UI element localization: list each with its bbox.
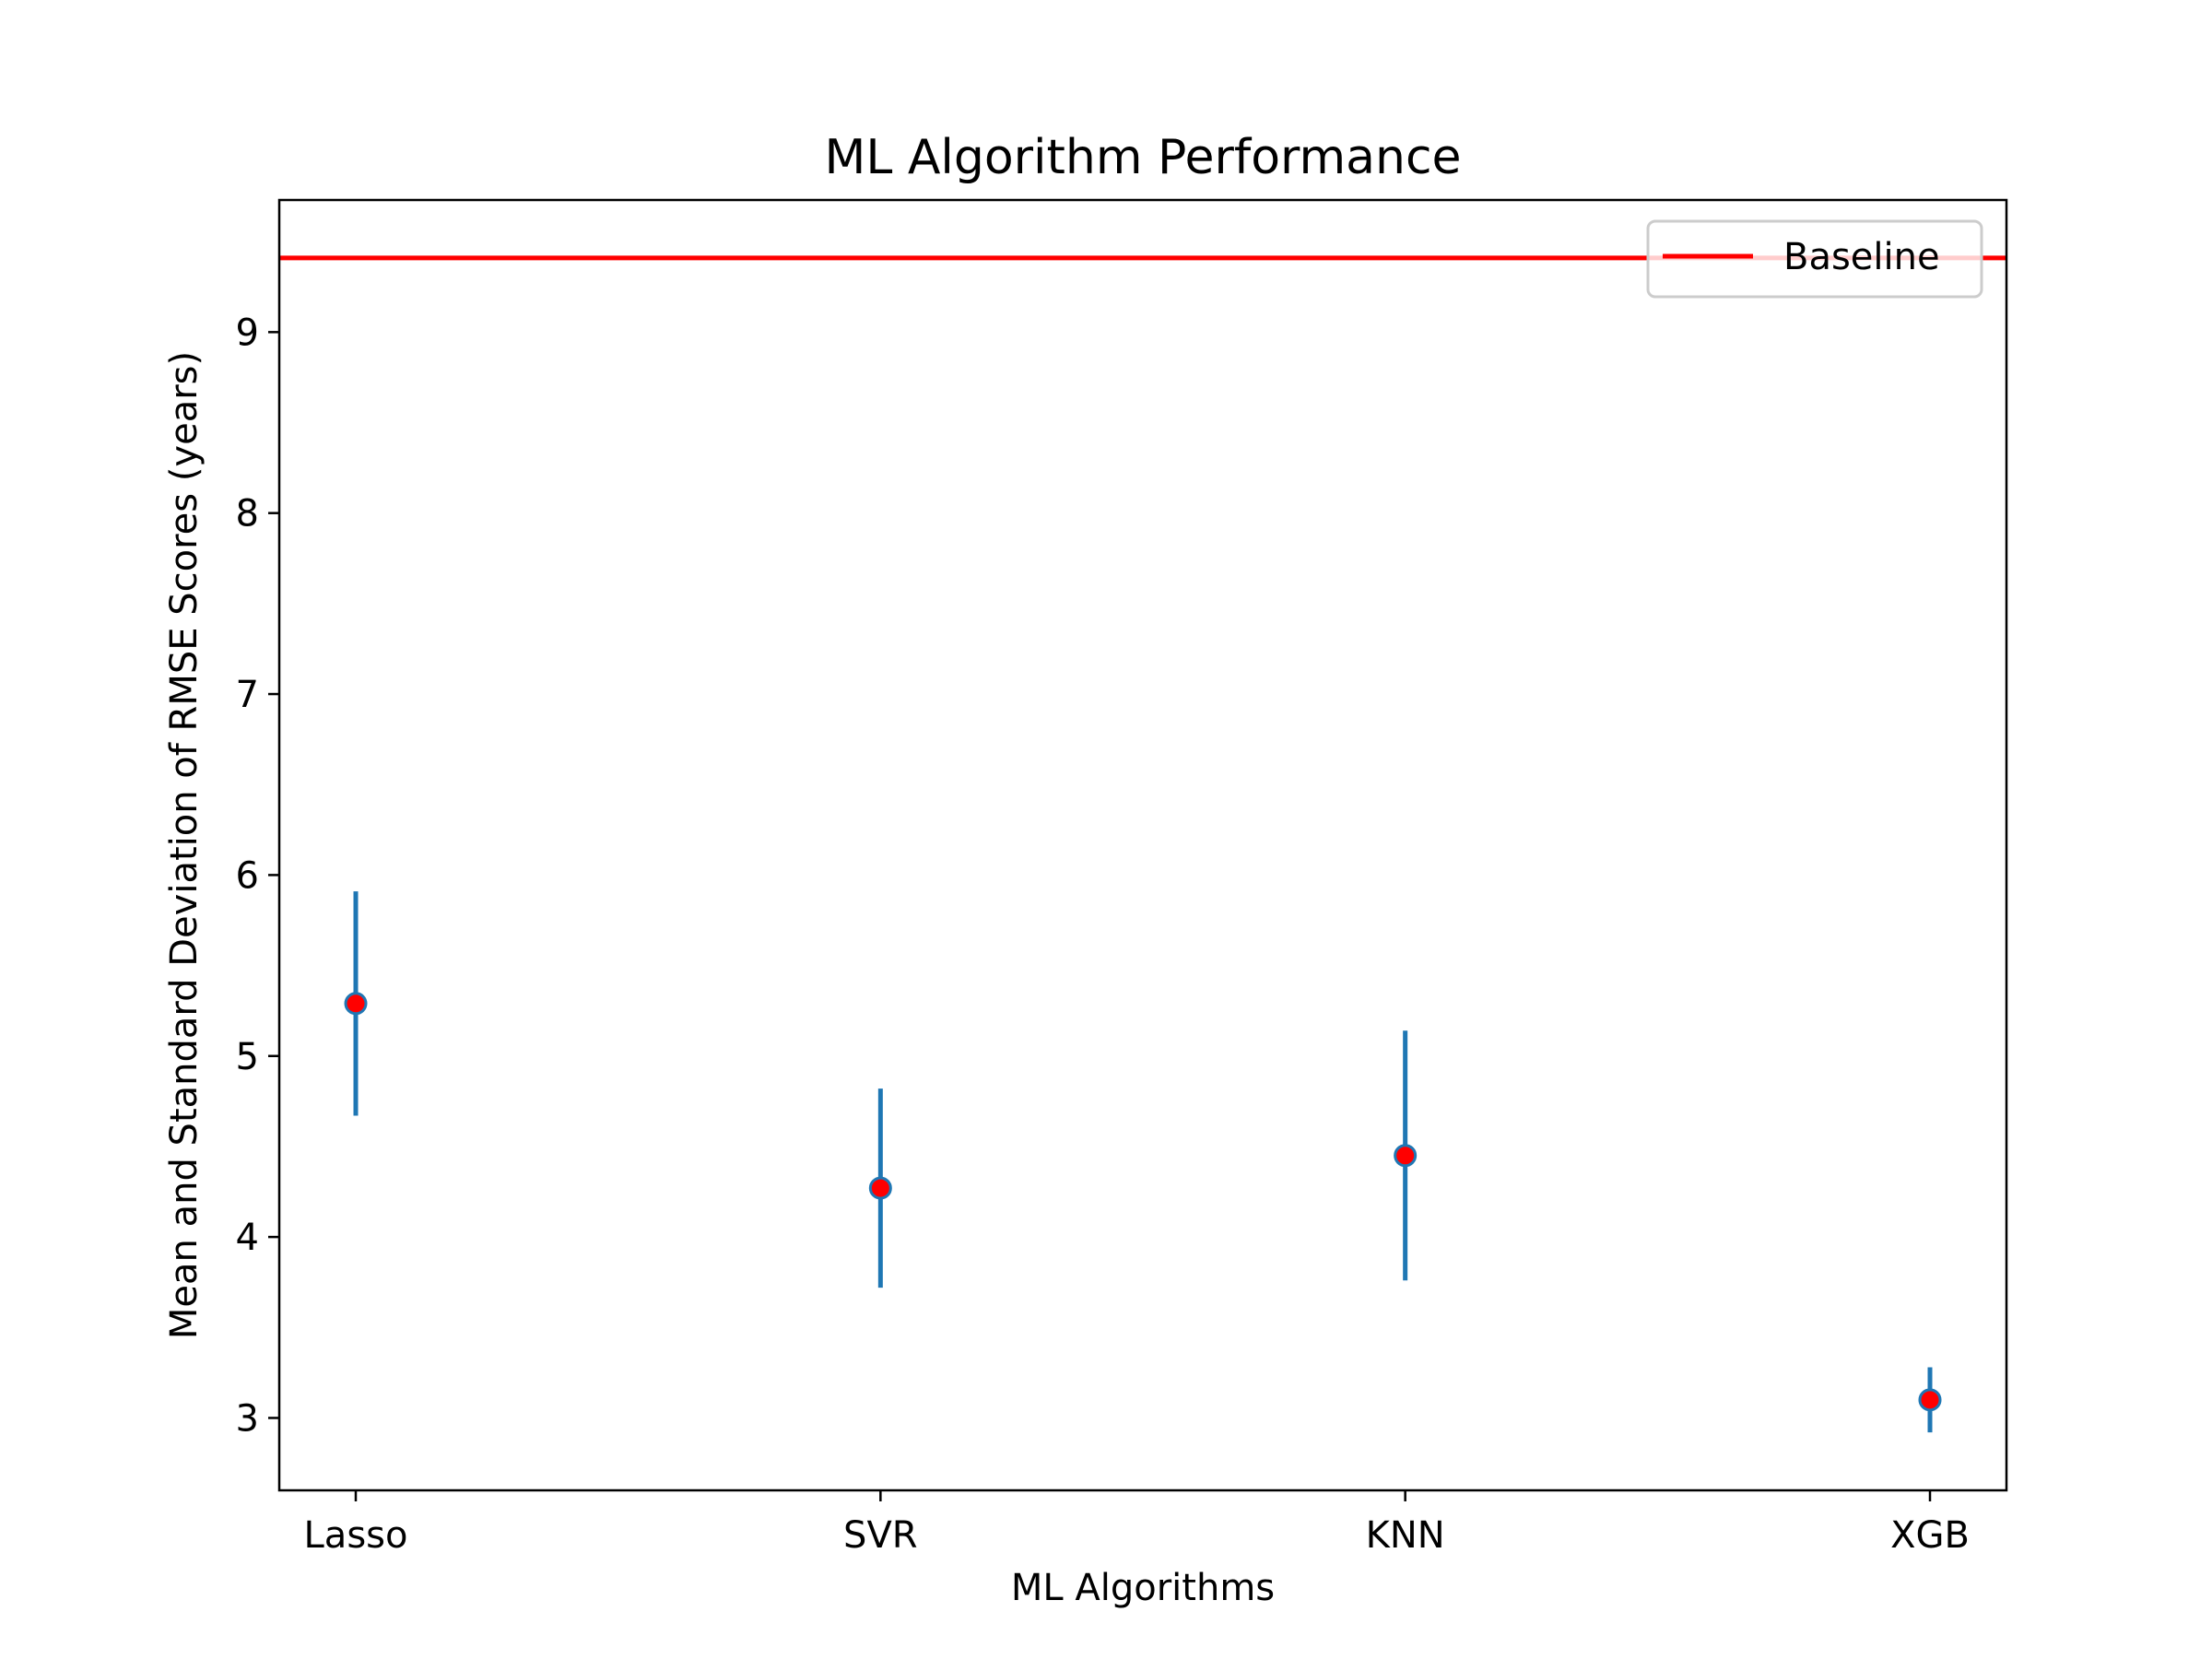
legend-box [1646, 219, 1983, 299]
x-tick-label: KNN [1366, 1514, 1445, 1557]
chart-title: ML Algorithm Performance [824, 130, 1461, 185]
y-tick-label: 6 [236, 854, 259, 897]
x-tick-label: Lasso [304, 1514, 408, 1557]
y-tick-label: 8 [236, 493, 259, 535]
x-axis-label: ML Algorithms [1011, 1567, 1275, 1609]
x-tick-label: SVR [843, 1514, 918, 1557]
y-axis-label: Mean and Standard Deviation of RMSE Scor… [163, 351, 206, 1339]
axes-frame [277, 198, 2008, 1492]
x-tick-label: XGB [1890, 1514, 1970, 1557]
plot-area: 3 4 5 6 7 8 9 Lasso SVR KNN XGB [236, 198, 2008, 1557]
legend-baseline-label: Baseline [1783, 236, 1940, 278]
mean-point-lasso [344, 992, 368, 1016]
legend: Baseline [1646, 219, 1983, 299]
mean-point-svr [868, 1176, 892, 1200]
y-tick-label: 4 [236, 1217, 259, 1259]
mean-point-xgb [1918, 1388, 1942, 1412]
y-tick-label: 7 [236, 674, 259, 716]
y-tick-label: 3 [236, 1397, 259, 1440]
mean-point-knn [1394, 1144, 1418, 1168]
y-tick-label: 9 [236, 312, 259, 354]
y-tick-label: 5 [236, 1036, 259, 1078]
